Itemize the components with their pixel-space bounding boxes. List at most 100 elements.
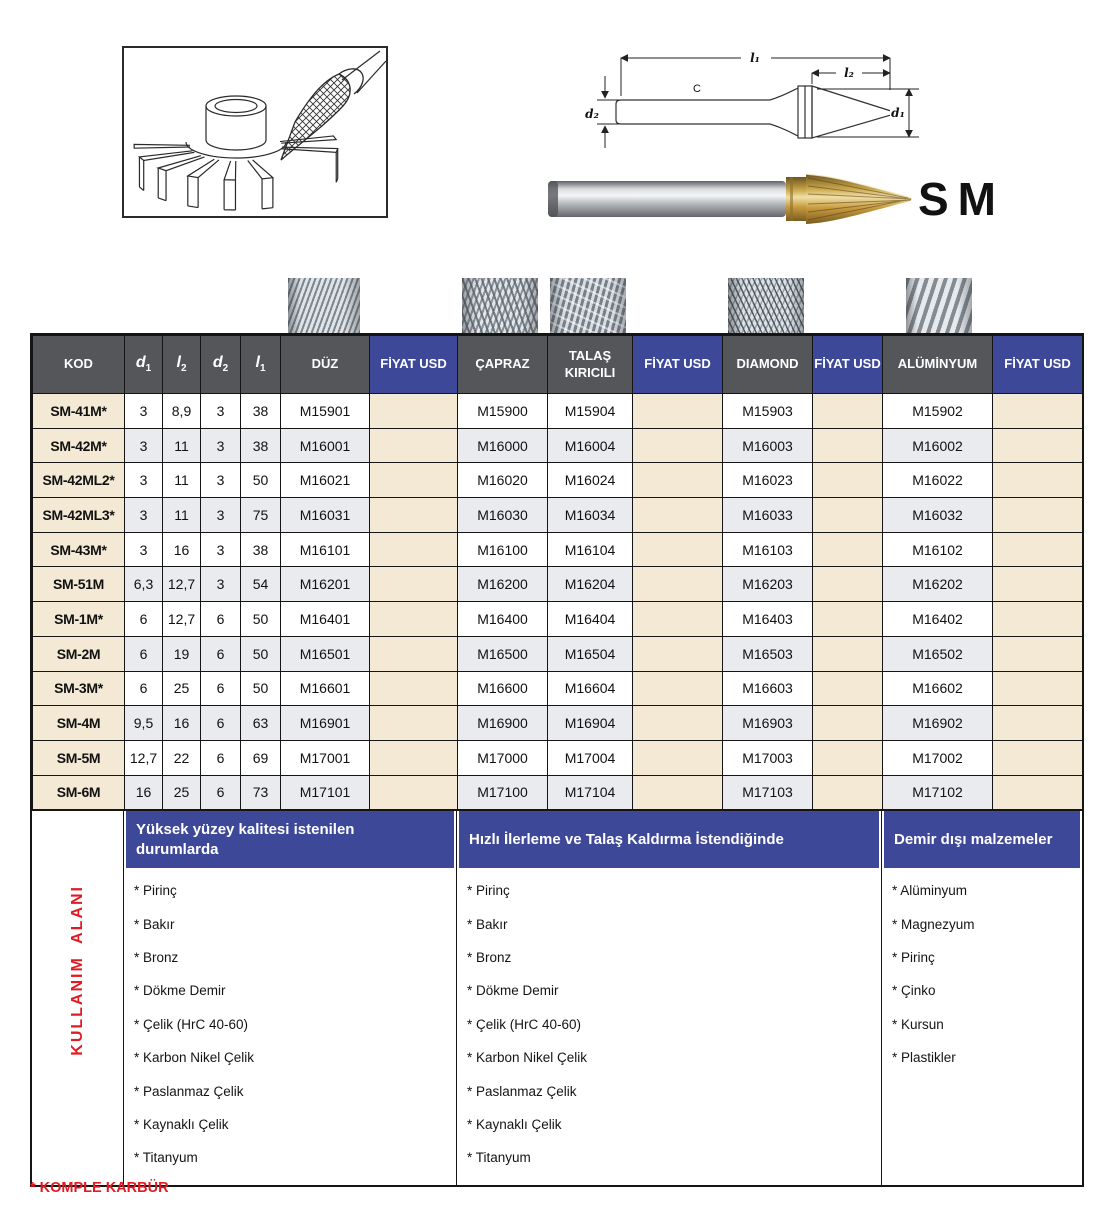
cell-d1: 6,3 — [124, 566, 163, 603]
svg-text:d₁: d₁ — [891, 106, 905, 120]
table-row: SM-3M* 6 25 6 50 M16601 M16600 M16604 M16603 M166… — [32, 670, 1083, 707]
cell-d1: 6 — [124, 635, 163, 672]
usage-item-list: * Pirinç * Bakır * Bronz * Dökme Demir * Çel… — [457, 868, 881, 1183]
usage-item: * Paslanmaz Çelik — [134, 1083, 244, 1099]
col-header-talaş kiricili: TALAŞ KIRICILI — [547, 335, 633, 394]
cell-price-empty — [632, 774, 723, 811]
cell-price-empty — [369, 705, 458, 741]
usage-side-cell: KULLANIM ALANI — [32, 811, 124, 1186]
cell-capraz: M16600 — [457, 670, 548, 707]
cell-l2: 11 — [162, 497, 201, 533]
application-illustration — [122, 46, 388, 218]
cell-price-empty — [812, 566, 883, 603]
cell-price-empty — [812, 601, 883, 637]
usage-item: * Dökme Demir — [467, 983, 559, 999]
usage-item: * Pirinç — [467, 883, 510, 899]
usage-area-section: KULLANIM ALANI Yüksek yüzey kalitesi ist… — [32, 810, 1082, 1186]
cell-kod: SM-1M* — [32, 601, 125, 637]
cell-price-empty — [632, 566, 723, 603]
cell-duz: M17101 — [280, 774, 370, 811]
cell-kod: SM-4M — [32, 705, 125, 741]
cell-price-empty — [812, 393, 883, 429]
usage-item-list: * Pirinç * Bakır * Bronz * Dökme Demir * Çel… — [124, 868, 456, 1183]
cell-capraz: M17000 — [457, 739, 548, 776]
cell-duz: M16031 — [280, 497, 370, 533]
usage-section-nonferrous: Demir dışı malzemeler * Alüminyum * Magne… — [882, 811, 1082, 1185]
cell-d1: 6 — [124, 670, 163, 707]
table-row: SM-43M* 3 16 3 38 M16101 M16100 M16104 M16103 M16… — [32, 531, 1083, 568]
series-code-label: SM — [918, 173, 1005, 225]
cell-aluminyum: M16602 — [882, 670, 993, 707]
cell-l1: 73 — [240, 774, 281, 811]
usage-item: * Çelik (HrC 40-60) — [467, 1016, 582, 1032]
cell-aluminyum: M16202 — [882, 566, 993, 603]
col-header-d2: d2 — [200, 335, 241, 394]
cell-d2: 6 — [200, 705, 241, 741]
usage-item-list: * Alüminyum * Magnezyum * Pirinç * Çinko * K… — [882, 868, 1082, 1082]
cell-talas: M17004 — [547, 739, 633, 776]
col-header-d1: d1 — [124, 335, 163, 394]
cell-capraz: M15900 — [457, 393, 548, 429]
aluminyum-burr-texture-photo — [906, 278, 972, 333]
table-row: SM-6M 16 25 6 73 M17101 M17100 M17104 M17103 M171… — [32, 774, 1083, 811]
cell-diamond: M16903 — [722, 705, 813, 741]
cell-talas: M17104 — [547, 774, 633, 811]
cell-price-empty — [369, 670, 458, 707]
cell-duz: M15901 — [280, 393, 370, 429]
usage-item: * Bronz — [467, 950, 512, 966]
usage-item: * Çinko — [892, 983, 936, 999]
col-header-fiyat-usd: FİYAT USD — [812, 335, 883, 394]
cell-d1: 3 — [124, 462, 163, 499]
usage-item: * Magnezyum — [892, 916, 975, 932]
product-table-block: KOD d1 l2 d2 l1 DÜZ FİYAT USD ÇAPRAZ TALAŞ KIRIC… — [30, 333, 1084, 1188]
cell-price-empty — [812, 670, 883, 707]
cell-kod: SM-42ML3* — [32, 497, 125, 533]
cell-duz: M16901 — [280, 705, 370, 741]
cell-d1: 6 — [124, 601, 163, 637]
cell-talas: M16104 — [547, 531, 633, 568]
col-header-diamond: DIAMOND — [722, 335, 813, 394]
usage-item: * Karbon Nikel Çelik — [467, 1050, 588, 1066]
cell-d2: 6 — [200, 739, 241, 776]
cell-price-empty — [632, 427, 723, 464]
talas-kiricili-burr-texture-photo — [550, 278, 626, 333]
dimension-lines — [597, 54, 919, 148]
usage-side-label: KULLANIM ALANI — [68, 885, 86, 1057]
capraz-burr-texture-photo — [462, 278, 538, 333]
cell-price-empty — [369, 566, 458, 603]
usage-item: * Titanyum — [467, 1150, 531, 1166]
cell-talas: M16504 — [547, 635, 633, 672]
cell-l1: 69 — [240, 739, 281, 776]
cell-diamond: M16033 — [722, 497, 813, 533]
svg-text:l₁: l₁ — [750, 51, 760, 65]
col-header-fiyat-usd: FİYAT USD — [369, 335, 458, 394]
cell-price-empty — [812, 497, 883, 533]
cell-l1: 38 — [240, 393, 281, 429]
cell-d1: 3 — [124, 497, 163, 533]
cell-l2: 12,7 — [162, 566, 201, 603]
product-table: KOD d1 l2 d2 l1 DÜZ FİYAT USD ÇAPRAZ TALAŞ KIRIC… — [32, 335, 1083, 811]
cell-talas: M16004 — [547, 427, 633, 464]
usage-section-title: Hızlı İlerleme ve Talaş Kaldırma İstendi… — [459, 811, 879, 869]
cell-d2: 3 — [200, 427, 241, 464]
cell-price-empty — [992, 566, 1083, 603]
cell-d1: 3 — [124, 393, 163, 429]
cell-price-empty — [992, 739, 1083, 776]
cell-capraz: M16100 — [457, 531, 548, 568]
cell-price-empty — [632, 635, 723, 672]
cell-l1: 38 — [240, 531, 281, 568]
cell-price-empty — [369, 427, 458, 464]
table-row: SM-51M 6,3 12,7 3 54 M16201 M16200 M16204 M16203… — [32, 566, 1083, 603]
cell-l1: 50 — [240, 462, 281, 499]
cell-l2: 16 — [162, 531, 201, 568]
cell-price-empty — [369, 393, 458, 429]
usage-item: * Paslanmaz Çelik — [467, 1083, 577, 1099]
table-row: SM-2M 6 19 6 50 M16501 M16500 M16504 M16503 M1650… — [32, 635, 1083, 672]
cell-d2: 6 — [200, 601, 241, 637]
usage-item: * Bronz — [134, 950, 179, 966]
cell-price-empty — [992, 601, 1083, 637]
cell-kod: SM-43M* — [32, 531, 125, 568]
usage-section-surface-quality: Yüksek yüzey kalitesi istenilen durumlar… — [124, 811, 457, 1186]
cell-price-empty — [812, 774, 883, 811]
